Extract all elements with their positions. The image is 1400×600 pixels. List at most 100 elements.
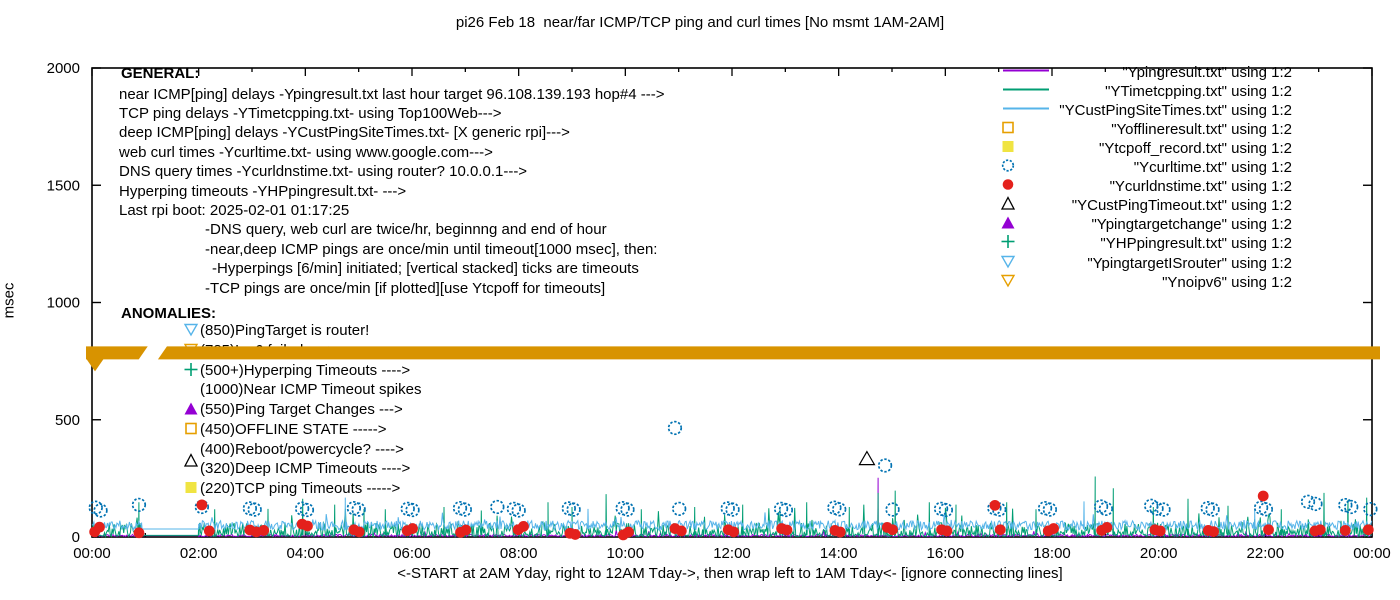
skyblue-down-triangle-icon <box>183 323 200 338</box>
legend-row: "YTimetcpping.txt" using 1:2 <box>1000 82 1357 101</box>
general-line: web curl times -Ycurltime.txt- using www… <box>119 143 493 161</box>
anomaly-row: (400)Reboot/powercycle? ----> <box>183 441 404 458</box>
general-line: -near,deep ICMP pings are once/min until… <box>205 240 658 258</box>
x-tick-label: 00:00 <box>1353 545 1391 562</box>
anomaly-label: (500+)Hyperping Timeouts ----> <box>200 361 411 379</box>
legend-key-triangle-down-open-icon <box>1000 274 1357 290</box>
series-ycustpingtimeout-txt <box>858 450 876 466</box>
legend-row: "Ypingtargetchange" using 1:2 <box>1000 215 1357 234</box>
x-tick-label: 12:00 <box>713 545 751 562</box>
general-line: near ICMP[ping] delays -Ypingresult.txt … <box>119 85 665 103</box>
purple-triangle-icon <box>183 402 200 417</box>
teal-plus-icon <box>183 362 200 378</box>
y-tick-label: 1000 <box>47 295 80 312</box>
legend-row: "YpingtargetISrouter" using 1:2 <box>1000 254 1357 273</box>
y-tick-label: 1500 <box>47 177 80 194</box>
general-line: TCP ping delays -YTimetcpping.txt- using… <box>119 104 502 122</box>
anomaly-row: (220)TCP ping Timeouts -----> <box>183 480 400 497</box>
legend-label: "YCustPingTimeout.txt" using 1:2 <box>1071 197 1292 215</box>
x-tick-label: 16:00 <box>927 545 965 562</box>
legend-row: "Ynoipv6" using 1:2 <box>1000 273 1357 292</box>
anomaly-label: (550)Ping Target Changes ---> <box>200 401 403 418</box>
series-ycurldnstime-txt <box>89 490 1374 541</box>
legend-key-triangle-filled-icon <box>1001 216 1357 232</box>
x-tick-label: 04:00 <box>287 545 325 562</box>
anomaly-label: (785)Ipv6 failed ----> <box>200 341 337 359</box>
anomaly-row: (450)OFFLINE STATE -----> <box>183 421 387 438</box>
legend-row: "Ytcpoff_record.txt" using 1:2 <box>1000 139 1357 158</box>
orange-down-triangle-icon <box>183 343 200 358</box>
legend-key-triangle-open-icon <box>1000 196 1357 213</box>
anomaly-row: (320)Deep ICMP Timeouts ----> <box>183 453 411 478</box>
legend-row: "YCustPingTimeout.txt" using 1:2 <box>1000 196 1357 215</box>
anomaly-label: (450)OFFLINE STATE -----> <box>200 420 387 438</box>
general-line: DNS query times -Ycurldnstime.txt- using… <box>119 163 528 181</box>
legend-row: "Yofflineresult.txt" using 1:2 <box>1000 120 1357 139</box>
black-triangle-icon <box>183 453 200 468</box>
x-tick-label: 22:00 <box>1247 545 1285 562</box>
anomalies-heading: ANOMALIES: <box>121 305 216 322</box>
legend-row: "YCustPingSiteTimes.txt" using 1:2 <box>1000 101 1357 120</box>
legend-label: "Ycurltime.txt" using 1:2 <box>1133 159 1292 177</box>
legend-key-triangle-down-open-icon <box>1000 255 1357 271</box>
yellow-square-icon <box>183 481 200 496</box>
legend-label: "Ycurldnstime.txt" using 1:2 <box>1109 178 1292 196</box>
chart-title: pi26 Feb 18 near/far ICMP/TCP ping and c… <box>455 14 945 31</box>
x-tick-label: 18:00 <box>1033 545 1071 562</box>
legend-key-line-icon <box>1003 84 1357 99</box>
y-tick-label: 500 <box>55 412 80 429</box>
y-tick-label: 2000 <box>47 60 80 77</box>
general-line: deep ICMP[ping] delays -YCustPingSiteTim… <box>119 124 570 142</box>
orange-square-icon <box>183 422 200 437</box>
general-line: Last rpi boot: 2025-02-01 01:17:25 <box>119 201 350 219</box>
legend-label: "Ynoipv6" using 1:2 <box>1162 273 1292 291</box>
legend-key-circle-filled-icon <box>1002 179 1357 194</box>
legend-key-line-icon <box>1003 65 1357 80</box>
anomaly-label: (220)TCP ping Timeouts -----> <box>200 480 401 497</box>
anomaly-label: (850)PingTarget is router! <box>200 322 370 339</box>
x-tick-label: 14:00 <box>820 545 858 562</box>
y-tick-label: 0 <box>72 529 80 546</box>
general-heading: GENERAL: <box>121 65 200 82</box>
legend-row: "Ycurldnstime.txt" using 1:2 <box>1000 177 1357 196</box>
general-line: -DNS query, web curl are twice/hr, begin… <box>205 221 607 239</box>
anomaly-row: (550)Ping Target Changes ---> <box>183 401 403 418</box>
legend-key-circle-open-icon <box>1001 159 1357 175</box>
x-tick-label: 10:00 <box>607 545 645 562</box>
anomaly-label: (320)Deep ICMP Timeouts ----> <box>200 460 411 478</box>
anomaly-label: (400)Reboot/powercycle? ----> <box>200 440 404 458</box>
x-tick-label: 00:00 <box>73 545 111 562</box>
anomaly-row: (500+)Hyperping Timeouts ----> <box>183 362 410 379</box>
general-line: Hyperping timeouts -YHPpingresult.txt- -… <box>119 182 407 200</box>
legend-row: "Ycurltime.txt" using 1:2 <box>1000 158 1357 177</box>
legend-key-line-icon <box>1003 103 1357 118</box>
legend-label: "YHPpingresult.txt" using 1:2 <box>1100 235 1292 253</box>
anomaly-label: (1000)Near ICMP Timeout spikes <box>200 381 422 399</box>
series-ycustpingsitetimes-txt <box>91 497 1373 532</box>
legend-label: "YpingtargetISrouter" using 1:2 <box>1087 254 1292 272</box>
x-axis-caption: <-START at 2AM Yday, right to 12AM Tday-… <box>397 565 1063 582</box>
series-ycurltime-txt <box>88 420 1378 518</box>
x-tick-label: 20:00 <box>1140 545 1178 562</box>
x-tick-label: 02:00 <box>180 545 218 562</box>
legend-label: "YCustPingSiteTimes.txt" using 1:2 <box>1059 102 1292 120</box>
legend-label: "Ypingresult.txt" using 1:2 <box>1122 64 1292 81</box>
legend-label: "Yofflineresult.txt" using 1:2 <box>1111 121 1292 139</box>
legend-key-square-open-icon <box>1002 121 1357 137</box>
anomaly-row: (850)PingTarget is router! <box>183 322 369 339</box>
x-tick-label: 06:00 <box>393 545 431 562</box>
legend-row: "Ypingresult.txt" using 1:2 <box>1000 63 1357 82</box>
legend-label: "Ypingtargetchange" using 1:2 <box>1091 216 1292 234</box>
anomaly-row: (1000)Near ICMP Timeout spikes <box>183 381 421 398</box>
general-line: -Hyperpings [6/min] initiated; [vertical… <box>212 260 639 278</box>
anomaly-row: (785)Ipv6 failed ----> <box>183 342 336 359</box>
legend-label: "YTimetcpping.txt" using 1:2 <box>1105 83 1292 101</box>
general-line: -TCP pings are once/min [if plotted][use… <box>205 279 606 297</box>
legend-key-plus-icon <box>1001 235 1357 251</box>
legend-key-square-filled-icon <box>1002 141 1357 156</box>
legend-label: "Ytcpoff_record.txt" using 1:2 <box>1099 140 1292 158</box>
x-tick-label: 08:00 <box>500 545 538 562</box>
legend-row: "YHPpingresult.txt" using 1:2 <box>1000 234 1357 253</box>
